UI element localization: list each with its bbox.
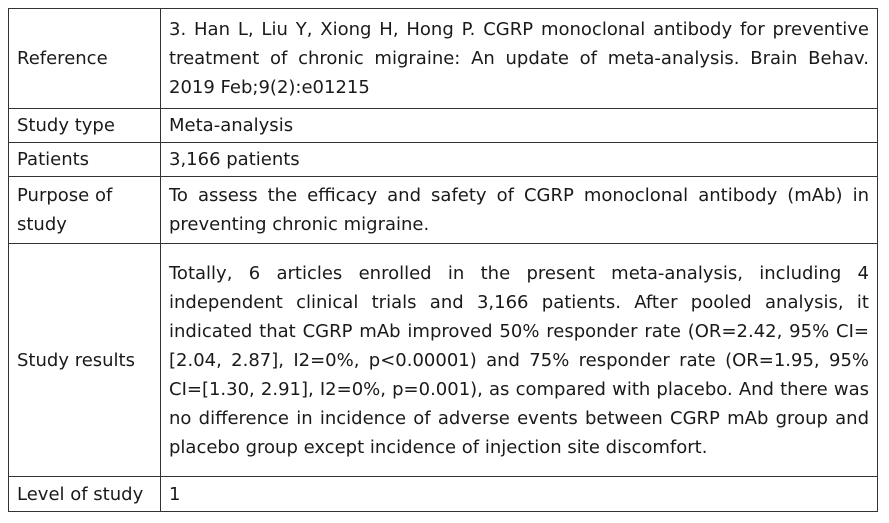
row-value-reference: 3. Han L, Liu Y, Xiong H, Hong P. CGRP m… — [160, 8, 878, 109]
row-label-study-results: Study results — [8, 243, 161, 477]
table-row-reference: Reference 3. Han L, Liu Y, Xiong H, Hong… — [8, 8, 878, 109]
summary-table-container: Reference 3. Han L, Liu Y, Xiong H, Hong… — [8, 8, 878, 512]
row-value-study-type: Meta-analysis — [160, 108, 878, 143]
row-label-reference: Reference — [8, 8, 161, 109]
row-value-patients: 3,166 patients — [160, 142, 878, 177]
row-label-study-type: Study type — [8, 108, 161, 143]
table-row-study-type: Study type Meta-analysis — [8, 108, 878, 143]
table-row-patients: Patients 3,166 patients — [8, 142, 878, 177]
table-row-purpose: Purpose of study To assess the efficacy … — [8, 176, 878, 244]
row-value-level: 1 — [160, 476, 878, 512]
row-value-purpose: To assess the efficacy and safety of CGR… — [160, 176, 878, 244]
row-value-study-results: Totally, 6 articles enrolled in the pres… — [160, 243, 878, 477]
row-label-purpose: Purpose of study — [8, 176, 161, 244]
table-row-level: Level of study 1 — [8, 476, 878, 512]
study-summary-table: Reference 3. Han L, Liu Y, Xiong H, Hong… — [8, 8, 878, 512]
table-row-study-results: Study results Totally, 6 articles enroll… — [8, 243, 878, 477]
row-label-level: Level of study — [8, 476, 161, 512]
row-label-patients: Patients — [8, 142, 161, 177]
